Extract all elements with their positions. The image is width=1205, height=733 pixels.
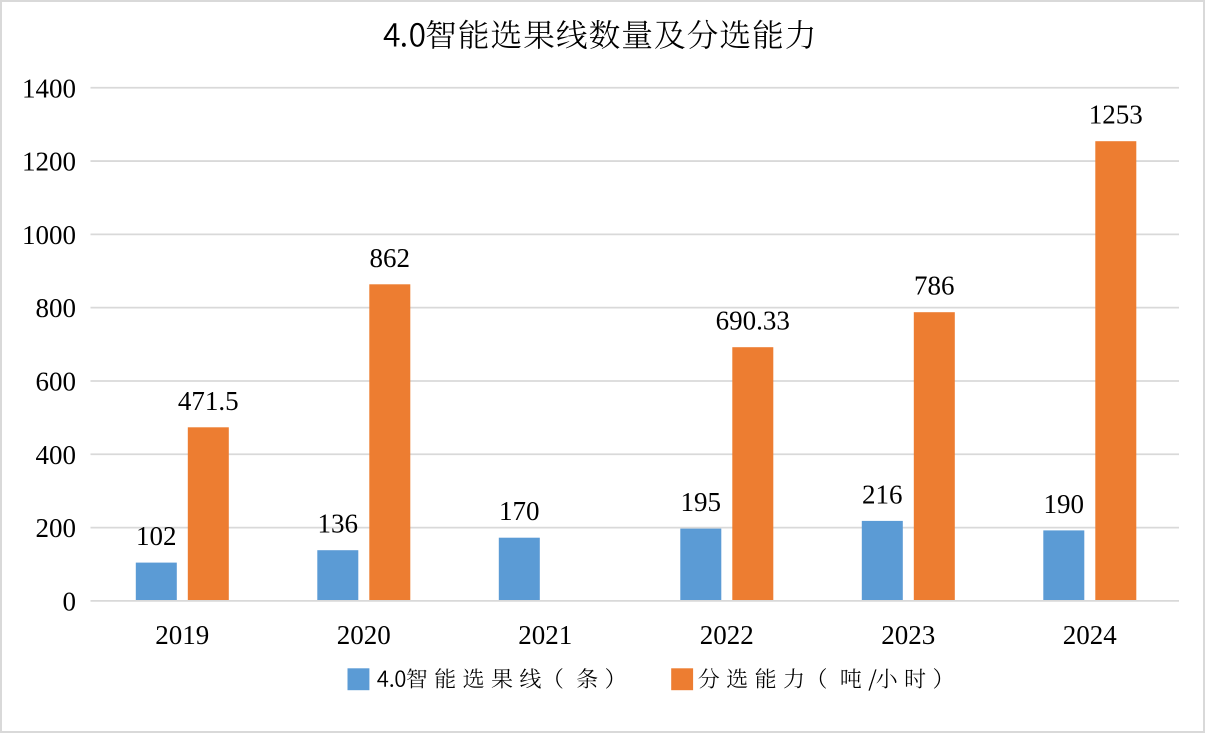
svg-text:1400: 1400	[22, 73, 76, 103]
svg-text:400: 400	[36, 440, 77, 470]
svg-text:170: 170	[499, 496, 540, 526]
svg-text:200: 200	[36, 513, 77, 543]
svg-text:2024: 2024	[1063, 620, 1118, 650]
svg-text:0: 0	[63, 586, 77, 616]
svg-text:1253: 1253	[1089, 100, 1143, 130]
svg-text:600: 600	[36, 367, 77, 397]
svg-text:690.33: 690.33	[716, 306, 790, 336]
svg-text:136: 136	[318, 509, 359, 539]
svg-text:2020: 2020	[337, 620, 391, 650]
svg-text:2023: 2023	[881, 620, 935, 650]
svg-text:1200: 1200	[22, 147, 76, 177]
svg-text:800: 800	[36, 293, 77, 323]
svg-text:2022: 2022	[700, 620, 754, 650]
svg-text:1000: 1000	[22, 220, 76, 250]
svg-text:102: 102	[136, 521, 177, 551]
svg-text:471.5: 471.5	[178, 386, 239, 416]
svg-text:862: 862	[370, 243, 411, 273]
svg-text:2019: 2019	[155, 620, 209, 650]
svg-text:2021: 2021	[518, 620, 572, 650]
svg-text:190: 190	[1044, 489, 1085, 519]
svg-text:195: 195	[681, 487, 722, 517]
svg-text:216: 216	[862, 479, 903, 509]
svg-text:786: 786	[914, 271, 955, 301]
